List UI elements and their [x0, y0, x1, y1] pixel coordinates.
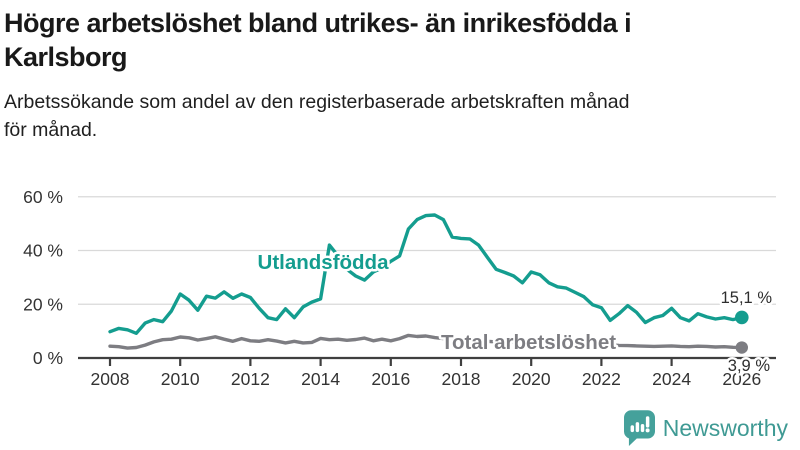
- x-axis-tick-label: 2024: [652, 369, 691, 389]
- series-end-dot: [735, 341, 748, 354]
- y-axis-tick-label: 0 %: [33, 348, 63, 368]
- x-axis-tick-label: 2020: [512, 369, 551, 389]
- series-end-value-label: 3,9 %: [728, 357, 771, 375]
- series-label: Utlandsfödda: [258, 251, 390, 274]
- series-line-utlandsfodda: [108, 213, 744, 335]
- x-axis-tick-label: 2026: [722, 369, 761, 389]
- series-end-value-label: 15,1 %: [721, 289, 773, 307]
- series-end-dot: [735, 310, 749, 325]
- newsworthy-logo-icon: [623, 410, 655, 447]
- x-axis-tick-label: 2016: [371, 369, 410, 389]
- y-axis-tick-label: 40 %: [23, 241, 63, 261]
- newsworthy-branding: Newsworthy: [623, 410, 788, 447]
- brand-name: Newsworthy: [662, 415, 788, 441]
- series-label: Total arbetslöshet: [441, 331, 616, 354]
- y-axis-tick-label: 60 %: [23, 187, 63, 207]
- page-title: Högre arbetslöshet bland utrikes- än inr…: [4, 8, 632, 72]
- x-axis-tick-label: 2018: [442, 369, 481, 389]
- y-axis-tick-label: 20 %: [23, 294, 63, 314]
- x-axis-tick-label: 2014: [301, 369, 340, 389]
- x-axis-tick-label: 2008: [91, 369, 130, 389]
- x-axis-tick-label: 2010: [161, 369, 200, 389]
- x-axis-tick-label: 2012: [231, 369, 270, 389]
- series-line-total: [108, 333, 744, 350]
- x-axis-tick-label: 2022: [582, 369, 621, 389]
- page-subtitle: Arbetssökande som andel av den registerb…: [4, 91, 630, 141]
